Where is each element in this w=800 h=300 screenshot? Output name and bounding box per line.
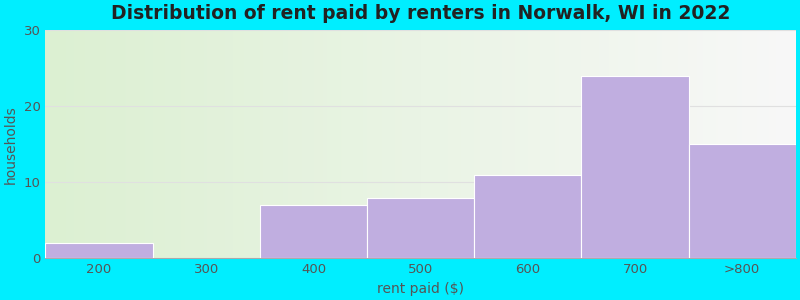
- Bar: [474, 175, 582, 258]
- Bar: [367, 198, 474, 258]
- Bar: [582, 76, 689, 258]
- Bar: [46, 243, 153, 258]
- Bar: [689, 144, 796, 258]
- X-axis label: rent paid ($): rent paid ($): [377, 282, 464, 296]
- Bar: [260, 205, 367, 258]
- Title: Distribution of rent paid by renters in Norwalk, WI in 2022: Distribution of rent paid by renters in …: [111, 4, 730, 23]
- Y-axis label: households: households: [4, 105, 18, 184]
